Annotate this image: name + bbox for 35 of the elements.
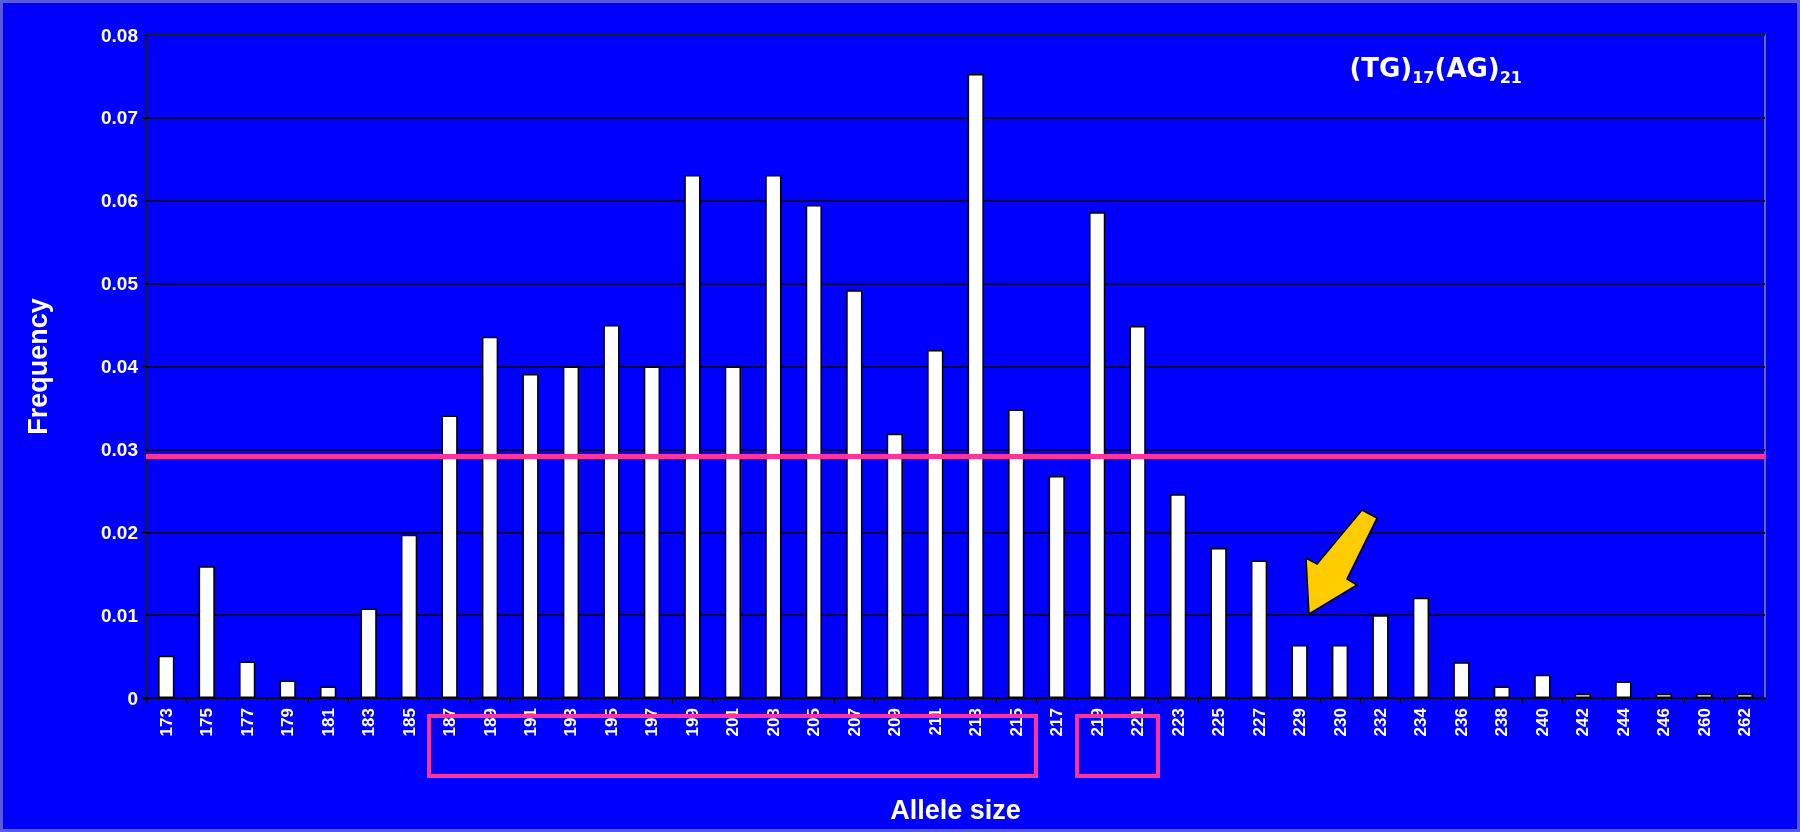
x-tick-label: 229: [1290, 708, 1310, 737]
y-tick-label: 0.07: [101, 107, 138, 129]
x-tick-label: 236: [1451, 708, 1471, 737]
x-tick-label: 185: [399, 708, 419, 737]
y-tick-label: 0.05: [101, 273, 139, 295]
x-tick-label: 232: [1370, 708, 1390, 737]
y-tick-label: 0.01: [101, 604, 139, 626]
x-tick-label: 238: [1492, 708, 1512, 737]
x-tick-label: 262: [1735, 708, 1755, 737]
x-tick-label: 230: [1330, 708, 1350, 737]
x-tick-label: 175: [197, 708, 217, 737]
x-tick-label: 173: [156, 708, 176, 737]
x-tick-label: 225: [1209, 708, 1229, 737]
x-tick-label: 179: [278, 708, 298, 737]
x-tick-label: 183: [359, 708, 379, 737]
x-tick-label: 260: [1694, 708, 1714, 737]
y-axis-title: Frequency: [22, 298, 53, 435]
x-axis-title: Allele size: [890, 794, 1021, 825]
x-tick-label: 242: [1573, 708, 1593, 737]
x-tick-label: 246: [1654, 708, 1674, 737]
y-tick-label: 0.02: [101, 521, 138, 543]
x-tick-label: 223: [1168, 708, 1188, 737]
x-tick-label: 227: [1249, 708, 1269, 737]
y-tick-label: 0.04: [101, 356, 139, 377]
y-tick-label: 0: [127, 687, 138, 709]
x-tick-label: 244: [1613, 707, 1633, 737]
x-tick-label: 181: [318, 708, 338, 737]
y-tick-label: 0.08: [101, 24, 138, 46]
x-tick-label: 217: [1047, 708, 1067, 737]
x-tick-label: 234: [1411, 707, 1431, 737]
y-tick-label: 0.03: [101, 438, 138, 460]
y-tick-label: 0.06: [101, 190, 138, 212]
annotation: (TG)$_{17}$(AG)$_{21}$: [1349, 53, 1522, 88]
x-tick-label: 240: [1532, 708, 1552, 737]
x-tick-label: 177: [237, 708, 257, 737]
